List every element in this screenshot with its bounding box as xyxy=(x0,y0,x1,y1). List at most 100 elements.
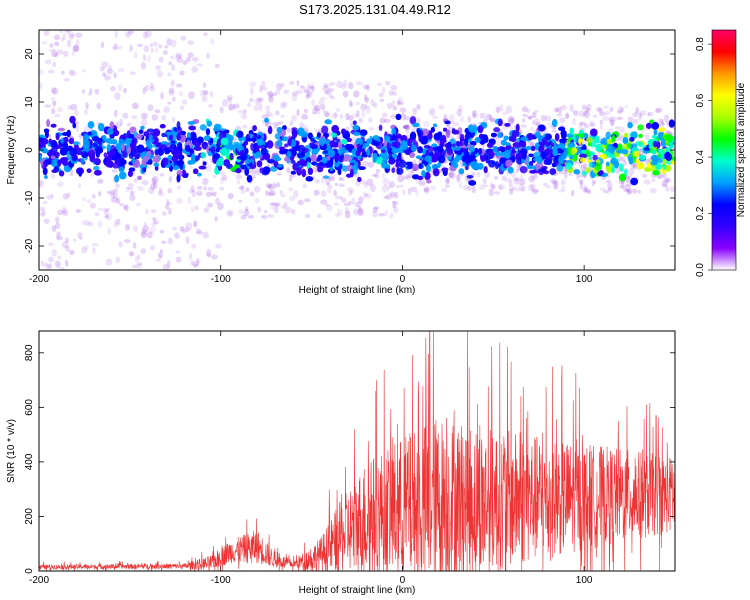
spectrogram-faint-blob xyxy=(493,175,499,180)
spectrogram-faint-blob xyxy=(366,86,371,92)
spectrogram-band-blob xyxy=(106,127,114,136)
spectrogram-faint-blob xyxy=(232,103,240,109)
spectrogram-band-blob xyxy=(438,155,446,164)
spectrogram-faint-blob xyxy=(162,263,170,270)
spectrogram-faint-blob xyxy=(571,117,577,126)
spectrogram-band-blob xyxy=(218,131,227,140)
spectrogram-faint-blob xyxy=(296,89,303,95)
spectrogram-faint-blob xyxy=(61,209,69,216)
spectrogram-faint-blob xyxy=(131,102,139,110)
spectrogram-faint-blob xyxy=(134,256,139,263)
spectrogram-faint-blob xyxy=(249,97,255,103)
snr-x-ticks: -200 -100 0 100 xyxy=(29,331,593,586)
spectrogram-faint-blob xyxy=(115,256,120,264)
spectrogram-faint-blob xyxy=(384,209,389,217)
spectrogram-faint-blob xyxy=(178,54,183,59)
spectrogram-faint-blob xyxy=(75,208,81,213)
spectrogram-faint-blob xyxy=(326,182,330,186)
spectrogram-band-blob xyxy=(395,162,400,168)
spectrogram-faint-blob xyxy=(152,220,159,225)
spectrogram-faint-blob xyxy=(471,109,478,118)
spectrogram-faint-blob xyxy=(187,52,194,58)
spectrogram-band-blob xyxy=(590,128,598,137)
spectrogram-faint-blob xyxy=(136,262,143,266)
spectrogram-band-blob xyxy=(181,169,187,178)
spectrogram-faint-blob xyxy=(526,115,533,119)
spectrogram-faint-blob xyxy=(336,80,343,89)
spectrogram-faint-blob xyxy=(599,187,607,192)
spectrogram-faint-blob xyxy=(159,173,165,177)
spectrogram-band-blob xyxy=(301,168,306,178)
spectrogram-faint-blob xyxy=(361,109,366,118)
spectrogram-faint-blob xyxy=(247,215,255,219)
spectrogram-band-blob xyxy=(267,159,276,164)
spectrogram-faint-blob xyxy=(306,83,311,92)
spectrogram-band-blob xyxy=(552,148,558,157)
spectrogram-band-blob xyxy=(301,151,306,158)
spectrogram-faint-blob xyxy=(190,185,195,193)
spectrogram-band-blob xyxy=(87,121,95,129)
spectrogram-faint-blob xyxy=(618,106,624,113)
colorbar-tick-label: 0.2 xyxy=(695,206,706,220)
spectrogram-faint-blob xyxy=(411,126,416,134)
spectrogram-faint-blob xyxy=(112,191,119,199)
spectrogram-faint-blob xyxy=(72,238,77,242)
spectrogram-faint-blob xyxy=(115,183,120,189)
spectrogram-faint-blob xyxy=(589,120,595,128)
spectrogram-band-blob xyxy=(428,159,432,165)
spectrogram-band-blob xyxy=(653,129,658,136)
spectrogram-faint-blob xyxy=(51,100,57,108)
spectrogram-band-blob xyxy=(177,142,183,149)
snr-series-line xyxy=(39,331,675,571)
spectrogram-faint-blob xyxy=(125,186,130,193)
spectrogram-faint-blob xyxy=(160,248,164,253)
spectrogram-faint-blob xyxy=(582,186,589,193)
spectrogram-faint-blob xyxy=(172,226,177,231)
spectrogram-faint-blob xyxy=(318,99,325,106)
spectrogram-faint-blob xyxy=(131,264,139,269)
spectrogram-band-blob xyxy=(198,165,207,170)
spectrogram-faint-blob xyxy=(391,91,398,96)
spectrogram-band-blob xyxy=(417,129,424,138)
spectrogram-faint-blob xyxy=(270,202,275,210)
spectrogram-faint-blob xyxy=(547,121,553,129)
spectrogram-band-blob xyxy=(630,131,638,139)
spectrogram-band-blob xyxy=(570,147,575,156)
spectrogram-band-blob xyxy=(169,143,177,150)
spectrogram-band-blob xyxy=(530,145,536,152)
spectrogram-faint-blob xyxy=(328,176,334,181)
spectrogram-faint-blob xyxy=(244,205,249,213)
spectrogram-faint-blob xyxy=(400,184,404,188)
spectrogram-faint-blob xyxy=(607,187,613,192)
spectrogram-faint-blob xyxy=(63,30,71,33)
spectrogram-band-blob xyxy=(440,135,447,144)
spectrogram-band-blob xyxy=(432,168,440,177)
spectrogram-band-blob xyxy=(492,145,498,153)
spectrogram-faint-blob xyxy=(119,118,123,127)
spectrogram-faint-blob xyxy=(221,174,228,181)
spectrogram-band-blob xyxy=(511,130,520,138)
spectrogram-band-blob xyxy=(118,171,127,180)
spectrogram-faint-blob xyxy=(165,199,170,206)
spectrogram-band-blob xyxy=(322,150,329,154)
spectrogram-band-blob xyxy=(246,174,253,183)
spectrogram-faint-blob xyxy=(392,204,396,209)
spectrogram-band-blob xyxy=(611,134,616,143)
spectrogram-faint-blob xyxy=(338,195,343,200)
spectrogram-band-blob xyxy=(651,121,659,130)
spectrogram-faint-blob xyxy=(48,242,54,246)
spectrogram-band-blob xyxy=(159,124,166,129)
spectrogram-faint-blob xyxy=(184,227,191,233)
spectrogram-faint-blob xyxy=(458,180,463,189)
spectrogram-faint-blob xyxy=(607,182,613,190)
spectrogram-band-blob xyxy=(447,155,452,161)
spectrogram-faint-blob xyxy=(182,60,188,66)
spectrogram-faint-blob xyxy=(344,206,349,214)
spectrogram-faint-blob xyxy=(154,109,161,114)
spectrogram-band-blob xyxy=(559,138,567,144)
spectrogram-band-blob xyxy=(103,152,108,158)
spectrogram-band-blob xyxy=(185,144,191,153)
spectrogram-faint-blob xyxy=(583,110,588,116)
spectrogram-faint-blob xyxy=(291,94,298,102)
spectrogram-band-blob xyxy=(51,169,58,173)
